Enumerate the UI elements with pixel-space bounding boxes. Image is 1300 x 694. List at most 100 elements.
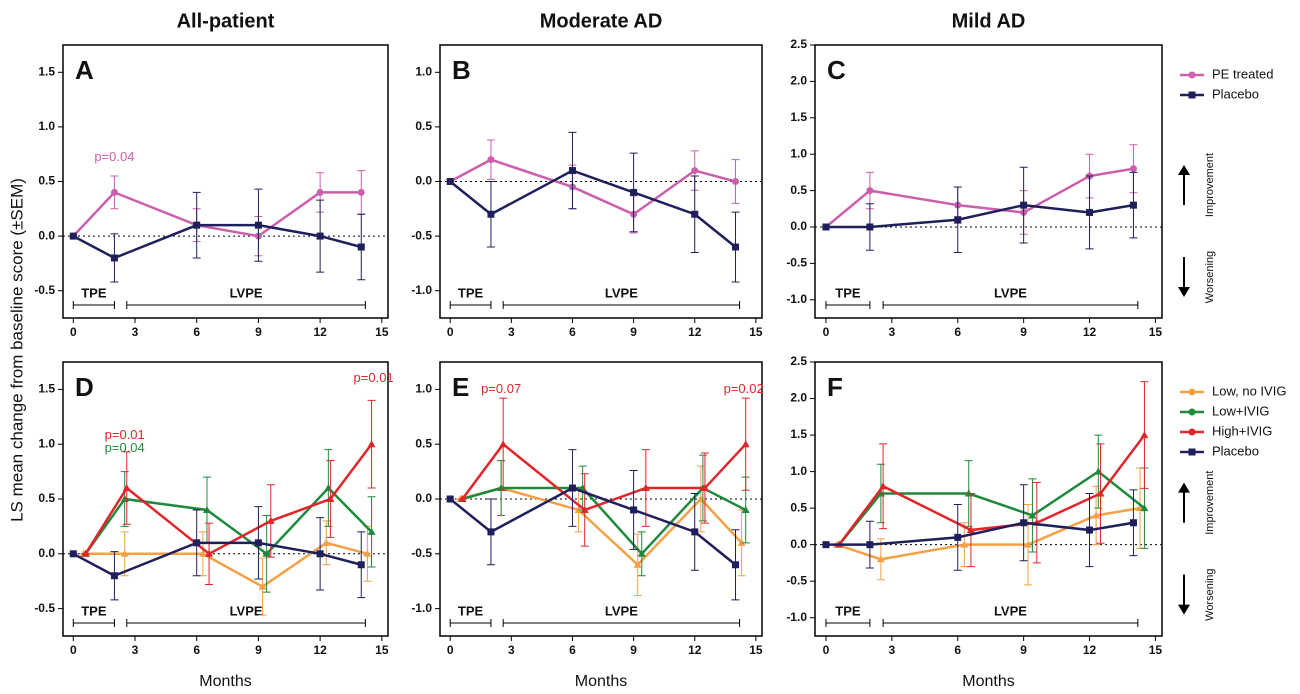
marker: [202, 505, 211, 513]
marker: [110, 572, 118, 580]
x-tick-label: 3: [132, 643, 139, 657]
legend-label: Low, no IVIG: [1212, 383, 1286, 398]
series-line: [84, 486, 373, 556]
series: [821, 484, 1138, 571]
marker: [1020, 201, 1028, 209]
phase-bracket: [72, 619, 115, 627]
marker: [122, 484, 131, 492]
x-tick-label: 15: [749, 643, 763, 657]
phase-label: TPE: [835, 285, 861, 300]
side-label: Worsening: [1204, 568, 1216, 620]
marker: [630, 506, 638, 514]
phase-label: TPE: [458, 603, 484, 618]
marker: [446, 178, 454, 185]
marker: [966, 526, 975, 534]
series-line: [836, 506, 1141, 561]
marker: [363, 549, 372, 557]
x-tick-label: 6: [569, 325, 576, 339]
y-tick-label: 1.5: [38, 64, 55, 78]
column-title: Mild AD: [952, 10, 1026, 32]
marker: [316, 188, 324, 196]
series: [821, 166, 1138, 253]
marker: [367, 440, 376, 448]
y-tick-label: 0.5: [38, 174, 55, 188]
y-tick-label: 1.0: [38, 436, 55, 450]
marker: [458, 495, 467, 502]
phase-label: TPE: [81, 603, 107, 618]
marker: [1129, 519, 1137, 527]
x-tick-label: 12: [1083, 325, 1097, 339]
phase-bracket: [882, 619, 1139, 627]
legend-label: PE treated: [1212, 66, 1273, 81]
x-tick-label: 0: [823, 325, 830, 339]
phase-label: LVPE: [605, 285, 638, 300]
marker: [741, 505, 750, 513]
x-tick-label: 12: [313, 643, 327, 657]
legend-marker: [1188, 408, 1196, 416]
panel-label: A: [75, 55, 94, 85]
series: [832, 467, 1145, 586]
series: [821, 144, 1138, 235]
x-tick-label: 9: [1020, 643, 1027, 657]
side-label: Improvement: [1204, 153, 1216, 217]
series: [458, 397, 750, 547]
marker: [876, 555, 885, 563]
series: [69, 188, 366, 283]
legend-label: Low+IVIG: [1212, 403, 1269, 418]
x-tick-label: 9: [255, 325, 262, 339]
marker: [866, 223, 874, 231]
y-tick-label: 1.5: [790, 110, 807, 124]
marker: [879, 482, 888, 490]
y-tick-label: 0.0: [38, 228, 55, 242]
x-tick-label: 0: [447, 643, 454, 657]
y-tick-label: -1.0: [786, 610, 807, 624]
marker: [960, 540, 969, 548]
phase-bracket: [126, 301, 366, 309]
x-axis-label: Months: [962, 673, 1014, 690]
plot-frame: [62, 44, 389, 319]
y-tick-label: 1.5: [38, 382, 55, 396]
marker: [1020, 519, 1028, 527]
legend-marker: [1188, 428, 1196, 436]
x-tick-label: 6: [954, 325, 961, 339]
side-label: Improvement: [1204, 471, 1216, 535]
x-tick-label: 12: [313, 325, 327, 339]
x-tick-label: 12: [1083, 643, 1097, 657]
legend-label: Placebo: [1212, 443, 1259, 458]
x-tick-label: 6: [954, 643, 961, 657]
marker: [696, 495, 705, 502]
series-line: [449, 169, 737, 248]
y-tick-label: 1.0: [415, 64, 432, 78]
panel-label: F: [827, 372, 843, 402]
x-tick-label: 6: [193, 643, 200, 657]
x-tick-label: 0: [447, 325, 454, 339]
phase-label: TPE: [835, 603, 861, 618]
series: [458, 454, 750, 577]
x-tick-label: 3: [132, 325, 139, 339]
x-tick-label: 15: [375, 325, 389, 339]
y-tick-label: 0.5: [790, 183, 807, 197]
series: [69, 506, 366, 601]
phase-label: TPE: [81, 285, 107, 300]
y-tick-label: -0.5: [411, 228, 432, 242]
marker: [866, 541, 874, 549]
legend-label: High+IVIG: [1212, 423, 1272, 438]
series-line: [449, 486, 737, 566]
marker: [198, 549, 207, 557]
x-tick-label: 6: [569, 643, 576, 657]
marker: [1086, 526, 1094, 534]
marker: [193, 539, 201, 547]
x-tick-label: 3: [508, 643, 515, 657]
marker: [1028, 511, 1037, 519]
marker: [580, 505, 589, 513]
marker: [487, 156, 495, 164]
y-tick-label: -1.0: [411, 601, 432, 615]
p-value-annotation: p=0.02: [724, 381, 764, 396]
x-tick-label: 15: [1149, 325, 1163, 339]
phase-label: LVPE: [230, 285, 263, 300]
panel-label: C: [827, 55, 846, 85]
series-line: [449, 158, 736, 216]
series-line: [825, 167, 1134, 228]
marker: [266, 516, 275, 524]
